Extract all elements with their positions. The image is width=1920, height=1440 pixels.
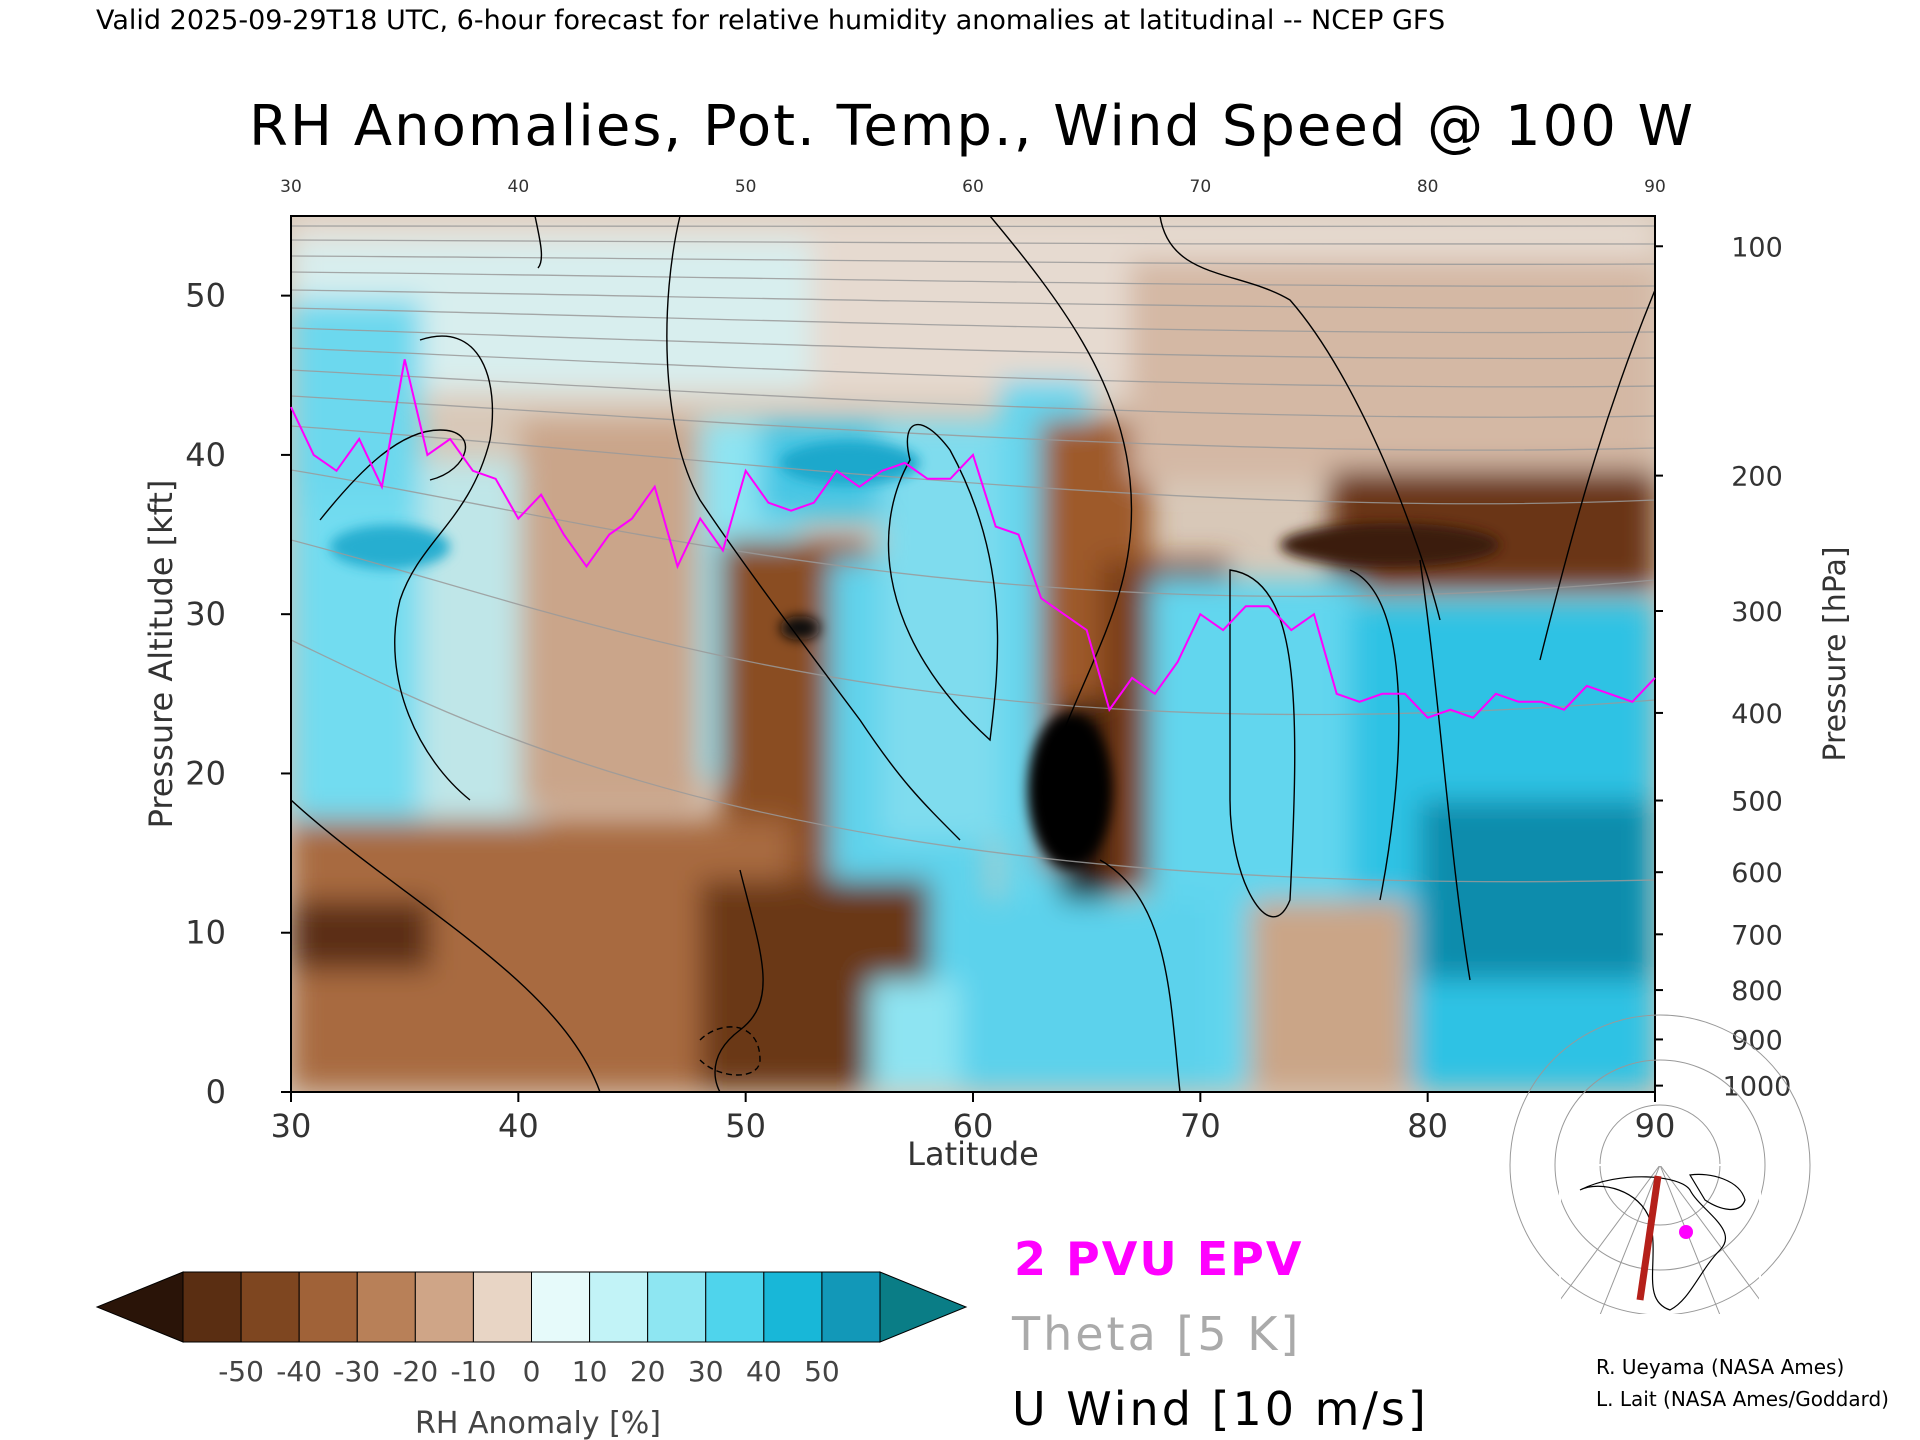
pressure-tick-label: 500 bbox=[1731, 787, 1783, 818]
colorbar-box bbox=[647, 1271, 707, 1343]
colorbar-box bbox=[821, 1271, 881, 1343]
colorbar-box bbox=[531, 1271, 591, 1343]
x-tick-label: 70 bbox=[1180, 1107, 1221, 1145]
y-axis: 0 10 20 30 40 50 bbox=[185, 277, 291, 1111]
x-tick-label: 90 bbox=[1635, 1107, 1676, 1145]
colorbar-over-triangle bbox=[879, 1271, 968, 1343]
colorbar-tick-label: 0 bbox=[523, 1355, 541, 1388]
legend-theta: Theta [5 K] bbox=[1011, 1307, 1301, 1361]
legend-epv: 2 PVU EPV bbox=[1014, 1232, 1303, 1286]
x-axis: 30 40 50 60 70 80 90 bbox=[271, 1092, 1676, 1145]
x-axis-top: 30 40 50 60 70 80 90 bbox=[280, 177, 1666, 197]
y-tick-label: 40 bbox=[185, 436, 226, 474]
colorbar-tick-label: -10 bbox=[451, 1355, 497, 1388]
pressure-tick-label: 200 bbox=[1731, 462, 1783, 493]
y-tick-label: 30 bbox=[185, 595, 226, 633]
x-top-tick-label: 70 bbox=[1190, 177, 1212, 197]
pressure-tick-label: 300 bbox=[1731, 597, 1783, 628]
colorbar-tick-label: 30 bbox=[688, 1355, 724, 1388]
y-axis-label: Pressure Altitude [kft] bbox=[142, 480, 180, 829]
colorbar-box bbox=[763, 1271, 823, 1343]
x-tick-label: 50 bbox=[725, 1107, 766, 1145]
y-tick-label: 10 bbox=[185, 914, 226, 952]
colorbar-tick-label: -30 bbox=[334, 1355, 380, 1388]
colorbar-tick-label: 10 bbox=[572, 1355, 608, 1388]
pressure-tick-label: 900 bbox=[1731, 1025, 1783, 1056]
colorbar-tick-label: 50 bbox=[804, 1355, 840, 1388]
colorbar-tick-label: 20 bbox=[630, 1355, 666, 1388]
colorbar: -50 -40 -30 -20 -10 0 10 20 30 40 50 bbox=[95, 1271, 968, 1388]
x-top-tick-label: 60 bbox=[962, 177, 984, 197]
pressure-tick-label: 600 bbox=[1731, 858, 1783, 889]
legend: 2 PVU EPV Theta [5 K] U Wind [10 m/s] bbox=[1011, 1232, 1429, 1436]
pressure-tick-label: 1000 bbox=[1723, 1072, 1792, 1103]
x-top-tick-label: 40 bbox=[508, 177, 530, 197]
credit-line-2: L. Lait (NASA Ames/Goddard) bbox=[1596, 1387, 1889, 1411]
legend-uwind: U Wind [10 m/s] bbox=[1012, 1382, 1429, 1436]
x-top-tick-label: 90 bbox=[1644, 177, 1666, 197]
theta-contours bbox=[291, 224, 1655, 883]
colorbar-box bbox=[589, 1271, 649, 1343]
colorbar-box bbox=[705, 1271, 765, 1343]
uwind-contours bbox=[291, 216, 1655, 1092]
pressure-tick-label: 800 bbox=[1731, 976, 1783, 1007]
pressure-axis: 100 200 300 400 500 600 700 800 900 1000 bbox=[1655, 232, 1792, 1103]
colorbar-label: RH Anomaly [%] bbox=[415, 1406, 661, 1440]
x-tick-label: 80 bbox=[1407, 1107, 1448, 1145]
epv-series bbox=[290, 359, 1656, 719]
colorbar-tick-label: -20 bbox=[392, 1355, 438, 1388]
x-top-tick-label: 30 bbox=[280, 177, 302, 197]
colorbar-box bbox=[414, 1271, 474, 1343]
valid-line: Valid 2025-09-29T18 UTC, 6-hour forecast… bbox=[96, 5, 1445, 36]
colorbar-under-triangle bbox=[95, 1271, 184, 1343]
x-top-tick-label: 80 bbox=[1417, 177, 1439, 197]
chart-title: RH Anomalies, Pot. Temp., Wind Speed @ 1… bbox=[249, 94, 1695, 159]
y-tick-label: 20 bbox=[185, 754, 226, 792]
pressure-tick-label: 700 bbox=[1731, 920, 1783, 951]
x-top-tick-label: 50 bbox=[735, 177, 757, 197]
locator-map bbox=[1509, 1014, 1811, 1316]
x-axis-label: Latitude bbox=[907, 1135, 1039, 1173]
y-tick-label: 50 bbox=[185, 277, 226, 315]
credit-line-1: R. Ueyama (NASA Ames) bbox=[1596, 1355, 1844, 1379]
colorbar-tick-label: -50 bbox=[218, 1355, 264, 1388]
colorbar-tick-label: 40 bbox=[746, 1355, 782, 1388]
x-tick-label: 60 bbox=[953, 1107, 994, 1145]
colorbar-box bbox=[182, 1271, 242, 1343]
x-tick-label: 30 bbox=[271, 1107, 312, 1145]
pressure-tick-label: 400 bbox=[1731, 699, 1783, 730]
colorbar-box bbox=[472, 1271, 532, 1343]
epv-line bbox=[290, 359, 1656, 719]
rh-anomaly-field bbox=[291, 216, 1655, 1092]
colorbar-box bbox=[240, 1271, 300, 1343]
pressure-tick-label: 100 bbox=[1731, 232, 1783, 263]
pressure-axis-label: Pressure [hPa] bbox=[1818, 546, 1853, 761]
colorbar-box bbox=[356, 1271, 416, 1343]
colorbar-tick-label: -40 bbox=[276, 1355, 322, 1388]
y-tick-label: 0 bbox=[206, 1073, 226, 1111]
x-tick-label: 40 bbox=[498, 1107, 539, 1145]
colorbar-box bbox=[298, 1271, 358, 1343]
